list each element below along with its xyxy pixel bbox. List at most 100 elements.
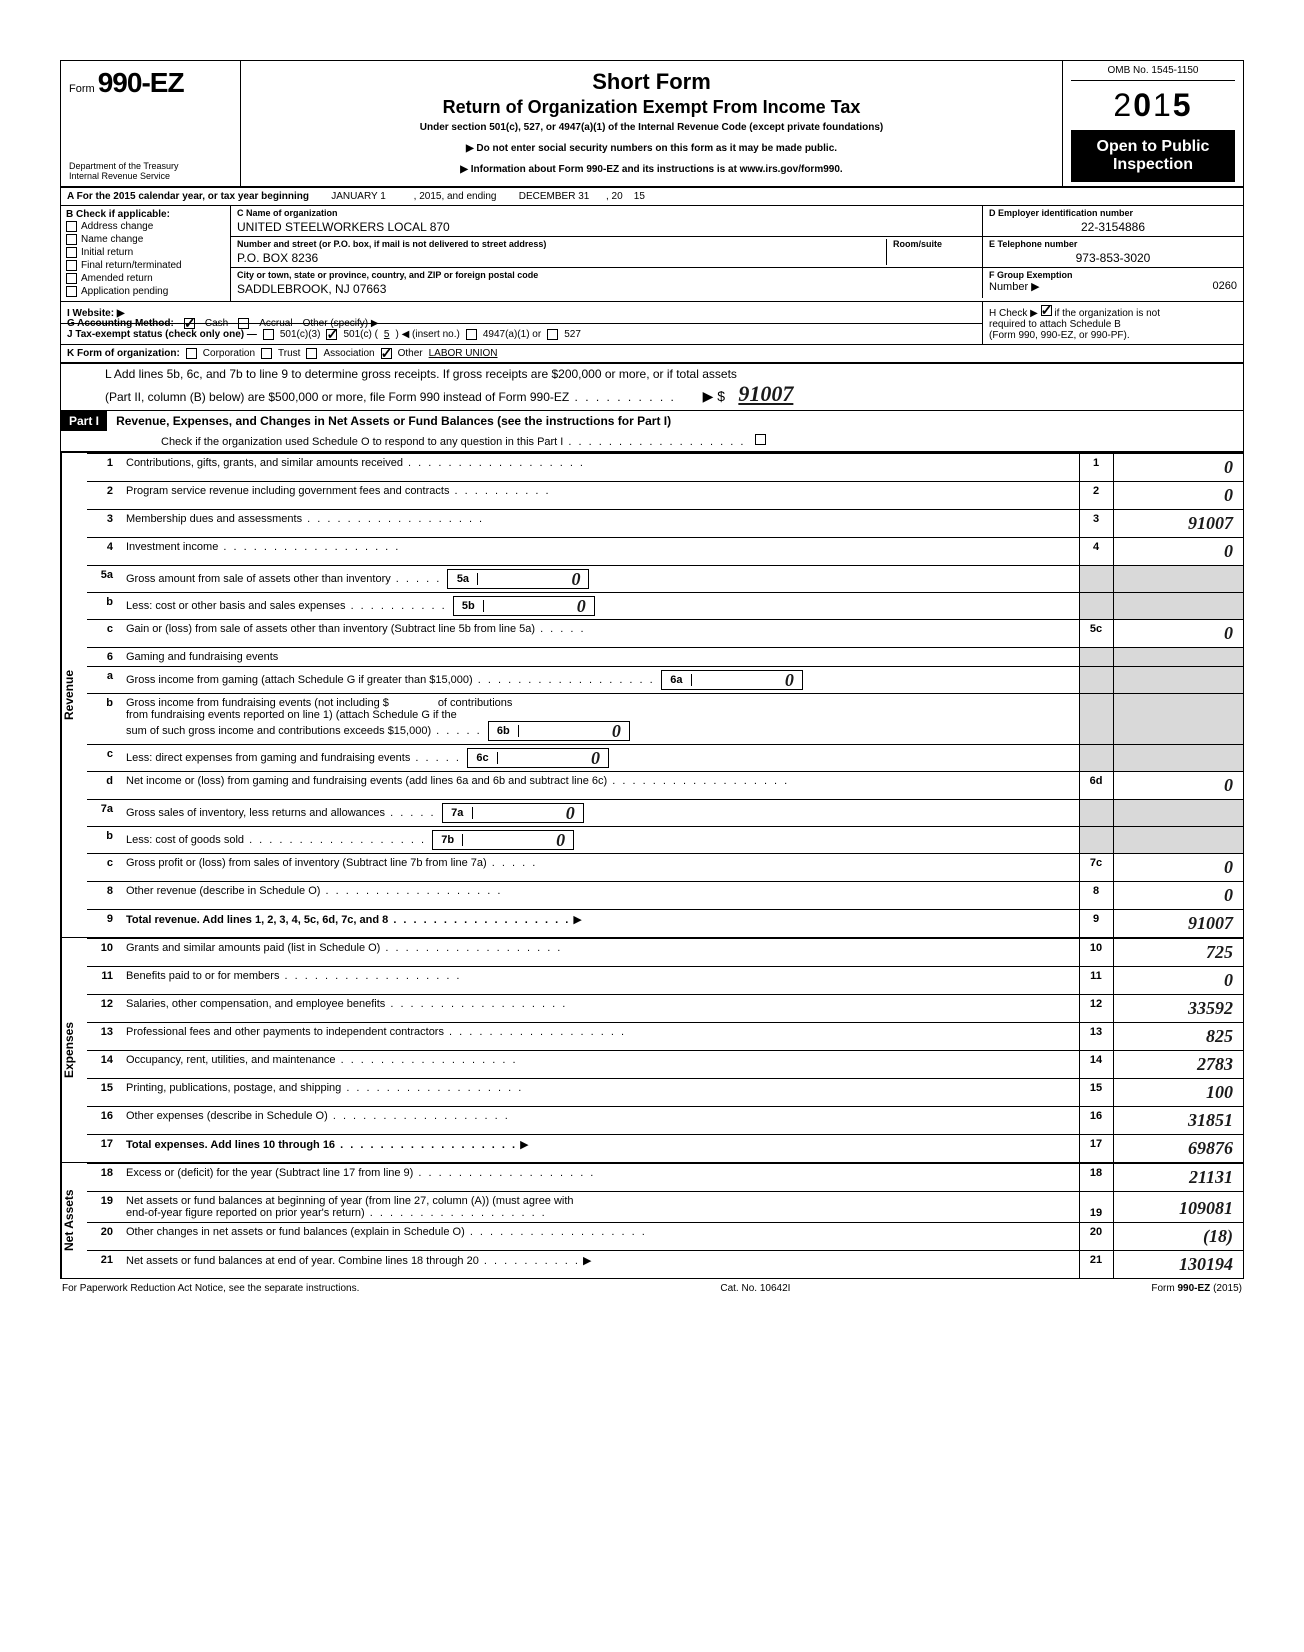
check-initial-return[interactable]: Initial return <box>66 246 225 259</box>
line-8: 8Other revenue (describe in Schedule O)8… <box>87 882 1243 910</box>
checkbox-icon <box>66 234 77 245</box>
label-c-name: C Name of organization <box>237 208 976 218</box>
dept-block: Department of the Treasury Internal Reve… <box>69 162 232 182</box>
checkbox-icon <box>66 273 77 284</box>
line-7c: cGross profit or (loss) from sales of in… <box>87 854 1243 882</box>
checkbox-trust[interactable] <box>261 348 272 359</box>
line-6b: b Gross income from fundraising events (… <box>87 694 1243 745</box>
value-group-exemption: 0260 <box>1213 280 1237 293</box>
form-header: Form 990-EZ Department of the Treasury I… <box>61 61 1243 188</box>
section-expenses: Expenses 10Grants and similar amounts pa… <box>61 937 1243 1162</box>
line-13: 13Professional fees and other payments t… <box>87 1023 1243 1051</box>
amt-6a: 0 <box>692 670 802 691</box>
part-1-header-row: Part I Revenue, Expenses, and Changes in… <box>61 411 1243 452</box>
line-5a: 5aGross amount from sale of assets other… <box>87 566 1243 593</box>
footer-left: For Paperwork Reduction Act Notice, see … <box>62 1283 359 1294</box>
amt-5a: 0 <box>478 569 588 590</box>
amt-1: 0 <box>1224 457 1233 477</box>
field-org-name: C Name of organization UNITED STEELWORKE… <box>231 206 983 236</box>
open-line-1: Open to Public <box>1075 138 1231 156</box>
amt-18: 21131 <box>1189 1167 1233 1187</box>
label-h-2: if the organization is not <box>1054 308 1160 319</box>
label-address: Number and street (or P.O. box, if mail … <box>237 239 886 249</box>
check-label: Initial return <box>81 247 133 258</box>
footer-right: Form 990-EZ (2015) <box>1151 1283 1242 1294</box>
arrow-line-2: ▶ Information about Form 990-EZ and its … <box>251 164 1052 175</box>
open-to-public: Open to Public Inspection <box>1071 130 1235 182</box>
side-label-net-assets: Net Assets <box>61 1163 87 1278</box>
part-1-check-text: Check if the organization used Schedule … <box>161 436 745 448</box>
line-5b: bLess: cost or other basis and sales exp… <box>87 593 1243 620</box>
title-return: Return of Organization Exempt From Incom… <box>251 97 1052 118</box>
section-revenue: Revenue 1Contributions, gifts, grants, a… <box>61 452 1243 937</box>
col-b-checkboxes: B Check if applicable: Address change Na… <box>61 206 231 301</box>
value-gross-receipts: 91007 <box>738 381 793 406</box>
check-address-change[interactable]: Address change <box>66 220 225 233</box>
col-b-title: B Check if applicable: <box>66 209 225 220</box>
checkbox-icon <box>66 286 77 297</box>
check-final-return[interactable]: Final return/terminated <box>66 259 225 272</box>
line-16: 16Other expenses (describe in Schedule O… <box>87 1107 1243 1135</box>
amt-21: 130194 <box>1179 1254 1233 1274</box>
part-1-check-line: Check if the organization used Schedule … <box>61 431 1243 451</box>
label-e-phone: E Telephone number <box>989 239 1237 249</box>
form-990ez: Form 990-EZ Department of the Treasury I… <box>60 60 1244 1279</box>
label-j: J Tax-exempt status (check only one) — <box>67 329 257 340</box>
checkbox-schedule-o[interactable] <box>755 434 766 445</box>
part-1-badge: Part I <box>61 411 107 431</box>
label-501c3: 501(c)(3) <box>280 329 321 340</box>
field-address: Number and street (or P.O. box, if mail … <box>231 237 983 267</box>
row-h-schedule-b: H Check ▶ if the organization is not req… <box>983 302 1243 344</box>
amt-5c: 0 <box>1224 623 1233 643</box>
part-1-title: Revenue, Expenses, and Changes in Net As… <box>110 411 677 431</box>
amt-19: 109081 <box>1179 1198 1233 1218</box>
line-11: 11Benefits paid to or for members110 <box>87 967 1243 995</box>
label-l-1: L Add lines 5b, 6c, and 7b to line 9 to … <box>105 367 737 381</box>
row-a-tax-year: A For the 2015 calendar year, or tax yea… <box>61 188 1243 206</box>
checkbox-h[interactable] <box>1041 305 1052 316</box>
side-label-revenue: Revenue <box>61 453 87 937</box>
title-short-form: Short Form <box>251 69 1052 95</box>
header-right: OMB No. 1545-1150 2015 Open to Public In… <box>1063 61 1243 186</box>
year-yr: 15 <box>634 191 645 202</box>
checkbox-501c[interactable] <box>326 329 337 340</box>
label-l-2: (Part II, column (B) below) are $500,000… <box>105 390 676 404</box>
amt-12: 33592 <box>1188 998 1233 1018</box>
amt-11: 0 <box>1224 970 1233 990</box>
checkbox-501c3[interactable] <box>263 329 274 340</box>
amt-10: 725 <box>1206 942 1233 962</box>
check-label: Name change <box>81 234 143 245</box>
checkbox-assoc[interactable] <box>306 348 317 359</box>
label-city: City or town, state or province, country… <box>237 270 976 280</box>
amt-7b: 0 <box>463 830 573 851</box>
amt-14: 2783 <box>1197 1054 1233 1074</box>
label-accrual: Accrual <box>259 318 292 329</box>
label-4947: 4947(a)(1) or <box>483 329 541 340</box>
section-net-assets: Net Assets 18Excess or (deficit) for the… <box>61 1162 1243 1278</box>
checkbox-4947[interactable] <box>466 329 477 340</box>
checkbox-corp[interactable] <box>186 348 197 359</box>
check-application-pending[interactable]: Application pending <box>66 285 225 298</box>
check-name-change[interactable]: Name change <box>66 233 225 246</box>
check-amended-return[interactable]: Amended return <box>66 272 225 285</box>
amt-5b: 0 <box>484 596 594 617</box>
expenses-table: 10Grants and similar amounts paid (list … <box>87 938 1243 1162</box>
field-ein: D Employer identification number 22-3154… <box>983 206 1243 236</box>
value-address: P.O. BOX 8236 <box>237 249 886 265</box>
checkbox-other-org[interactable] <box>381 348 392 359</box>
label-room: Room/suite <box>893 239 976 249</box>
revenue-table: 1Contributions, gifts, grants, and simil… <box>87 453 1243 937</box>
line-19: 19Net assets or fund balances at beginni… <box>87 1192 1243 1223</box>
value-other-org: LABOR UNION <box>429 348 498 359</box>
line-17: 17Total expenses. Add lines 10 through 1… <box>87 1135 1243 1163</box>
checkbox-accrual[interactable] <box>238 318 249 329</box>
checkbox-cash[interactable] <box>184 318 195 329</box>
line-4: 4Investment income40 <box>87 538 1243 566</box>
form-prefix: Form <box>69 83 95 95</box>
line-3: 3Membership dues and assessments391007 <box>87 510 1243 538</box>
amt-20: (18) <box>1203 1226 1233 1246</box>
field-phone: E Telephone number 973-853-3020 <box>983 237 1243 267</box>
line-2: 2Program service revenue including gover… <box>87 482 1243 510</box>
label-h-4: (Form 990, 990-EZ, or 990-PF). <box>989 330 1130 341</box>
checkbox-527[interactable] <box>547 329 558 340</box>
